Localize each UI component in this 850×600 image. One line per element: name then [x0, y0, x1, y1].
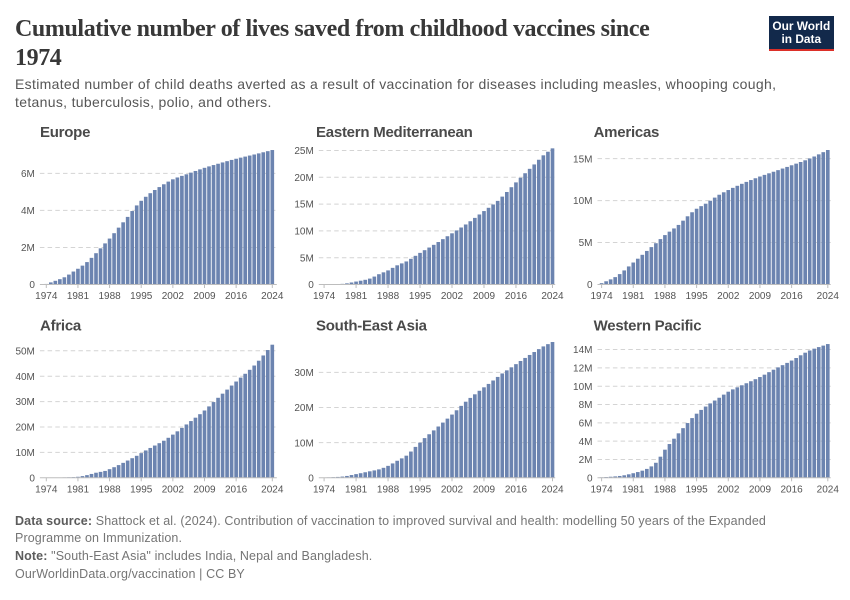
svg-text:20M: 20M — [294, 173, 313, 184]
svg-text:1995: 1995 — [130, 291, 153, 302]
svg-text:1995: 1995 — [409, 291, 432, 302]
svg-text:1974: 1974 — [313, 485, 336, 496]
svg-text:1974: 1974 — [35, 291, 58, 302]
svg-text:30M: 30M — [294, 368, 313, 379]
svg-text:2002: 2002 — [162, 485, 185, 496]
svg-text:1995: 1995 — [685, 291, 708, 302]
svg-text:0: 0 — [29, 280, 35, 291]
svg-text:1988: 1988 — [98, 291, 121, 302]
svg-text:1981: 1981 — [345, 485, 368, 496]
svg-text:2009: 2009 — [193, 485, 216, 496]
svg-text:4M: 4M — [21, 206, 35, 217]
svg-text:2024: 2024 — [817, 485, 840, 496]
svg-text:2002: 2002 — [162, 291, 185, 302]
svg-text:1988: 1988 — [654, 291, 677, 302]
svg-text:1981: 1981 — [622, 485, 645, 496]
svg-text:2016: 2016 — [505, 291, 528, 302]
svg-text:14M: 14M — [573, 345, 592, 356]
svg-text:1988: 1988 — [654, 485, 677, 496]
svg-text:1981: 1981 — [67, 291, 90, 302]
svg-text:1974: 1974 — [590, 291, 613, 302]
svg-text:1988: 1988 — [377, 485, 400, 496]
svg-text:2002: 2002 — [717, 291, 740, 302]
svg-text:1981: 1981 — [622, 291, 645, 302]
svg-text:40M: 40M — [15, 372, 34, 383]
svg-text:5M: 5M — [300, 253, 314, 264]
svg-text:15M: 15M — [573, 154, 592, 165]
svg-text:0: 0 — [587, 473, 593, 484]
svg-text:10M: 10M — [15, 448, 34, 459]
svg-text:1974: 1974 — [35, 485, 58, 496]
svg-text:20M: 20M — [15, 423, 34, 434]
svg-text:5M: 5M — [579, 238, 593, 249]
svg-text:6M: 6M — [21, 169, 35, 180]
svg-text:Western Pacific: Western Pacific — [594, 317, 702, 334]
svg-text:2016: 2016 — [780, 485, 803, 496]
svg-text:2016: 2016 — [225, 485, 248, 496]
svg-text:0: 0 — [308, 280, 314, 291]
svg-text:1974: 1974 — [590, 485, 613, 496]
svg-text:1995: 1995 — [409, 485, 432, 496]
svg-text:2024: 2024 — [261, 291, 284, 302]
svg-text:10M: 10M — [573, 196, 592, 207]
svg-text:0: 0 — [308, 473, 314, 484]
svg-text:Europe: Europe — [40, 124, 90, 141]
svg-text:2016: 2016 — [505, 485, 528, 496]
svg-text:6M: 6M — [579, 418, 593, 429]
svg-text:25M: 25M — [294, 146, 313, 157]
svg-text:2M: 2M — [579, 455, 593, 466]
svg-text:10M: 10M — [573, 382, 592, 393]
svg-text:2009: 2009 — [749, 485, 772, 496]
svg-text:10M: 10M — [294, 227, 313, 238]
svg-text:2016: 2016 — [780, 291, 803, 302]
svg-text:2M: 2M — [21, 243, 35, 254]
svg-text:30M: 30M — [15, 397, 34, 408]
svg-text:1981: 1981 — [67, 485, 90, 496]
svg-text:2024: 2024 — [261, 485, 284, 496]
svg-text:2009: 2009 — [473, 485, 496, 496]
svg-text:2016: 2016 — [225, 291, 248, 302]
svg-text:1988: 1988 — [98, 485, 121, 496]
svg-text:0: 0 — [29, 473, 35, 484]
svg-text:2002: 2002 — [441, 291, 464, 302]
svg-text:10M: 10M — [294, 438, 313, 449]
svg-text:1995: 1995 — [685, 485, 708, 496]
svg-text:2009: 2009 — [473, 291, 496, 302]
svg-text:15M: 15M — [294, 200, 313, 211]
svg-text:2024: 2024 — [541, 485, 564, 496]
svg-text:2009: 2009 — [749, 291, 772, 302]
svg-text:2009: 2009 — [193, 291, 216, 302]
svg-text:20M: 20M — [294, 403, 313, 414]
svg-text:8M: 8M — [579, 400, 593, 411]
svg-text:Africa: Africa — [40, 317, 82, 334]
svg-text:Eastern Mediterranean: Eastern Mediterranean — [316, 124, 473, 141]
svg-text:2002: 2002 — [441, 485, 464, 496]
svg-text:1981: 1981 — [345, 291, 368, 302]
svg-text:1974: 1974 — [313, 291, 336, 302]
svg-text:2024: 2024 — [817, 291, 840, 302]
svg-text:Americas: Americas — [594, 124, 660, 141]
svg-text:1988: 1988 — [377, 291, 400, 302]
svg-text:12M: 12M — [573, 363, 592, 374]
svg-text:50M: 50M — [15, 346, 34, 357]
svg-text:1995: 1995 — [130, 485, 153, 496]
svg-text:4M: 4M — [579, 437, 593, 448]
svg-text:0: 0 — [587, 280, 593, 291]
svg-text:South-East Asia: South-East Asia — [316, 317, 428, 334]
svg-text:2002: 2002 — [717, 485, 740, 496]
svg-text:2024: 2024 — [541, 291, 564, 302]
